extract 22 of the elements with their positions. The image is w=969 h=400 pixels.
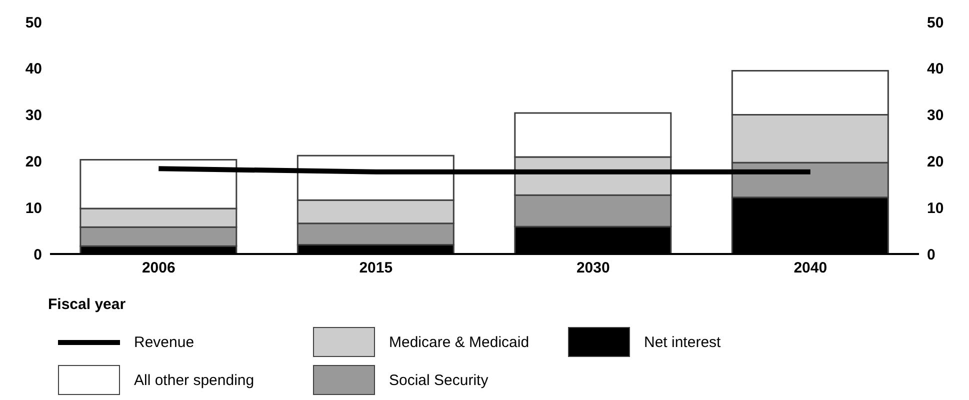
legend-label: Medicare & Medicaid bbox=[389, 334, 530, 350]
y2-tick-label: 10 bbox=[927, 200, 944, 217]
x-tick-label: 2030 bbox=[576, 260, 610, 277]
x-tick-label: 2006 bbox=[142, 260, 176, 277]
y2-tick-label: 50 bbox=[927, 14, 944, 32]
y-tick-label: 10 bbox=[25, 200, 42, 217]
legend-label: All other spending bbox=[134, 372, 254, 388]
y2-tick-label: 40 bbox=[927, 60, 944, 78]
y2-tick-label: 0 bbox=[927, 246, 936, 264]
y-tick-label: 0 bbox=[34, 246, 42, 264]
x-tick-label: 2015 bbox=[359, 260, 393, 277]
y-tick-label: 40 bbox=[25, 60, 42, 78]
y2-tick-label: 30 bbox=[927, 107, 944, 124]
y-tick-label: 20 bbox=[25, 154, 42, 171]
legend-label: Net interest bbox=[644, 334, 721, 350]
legend-label: Revenue bbox=[134, 334, 194, 350]
legend-label: Social Security bbox=[389, 372, 488, 388]
x-axis-title: Fiscal year bbox=[48, 296, 127, 313]
x-tick-label: 2040 bbox=[794, 260, 828, 277]
y-tick-label: 30 bbox=[25, 107, 42, 124]
y-tick-label: 50 bbox=[25, 14, 42, 32]
y2-tick-label: 20 bbox=[927, 154, 944, 171]
